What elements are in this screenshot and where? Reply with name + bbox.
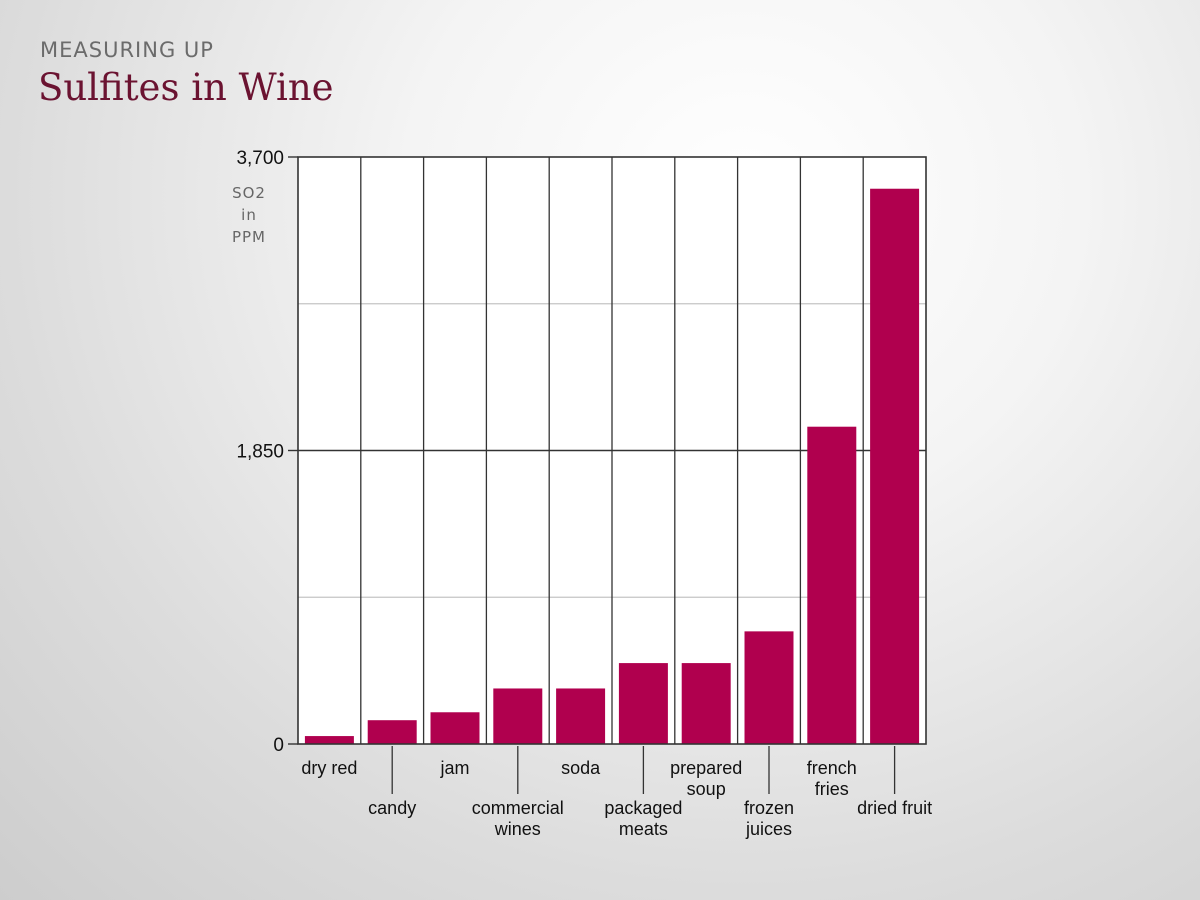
category-label: candy: [368, 798, 416, 818]
category-label: jam: [439, 758, 469, 778]
y-tick-label: 1,850: [236, 442, 284, 463]
bar-prepared-soup: [681, 663, 731, 744]
category-label: dry red: [301, 758, 357, 778]
category-label: french fries: [807, 758, 857, 799]
category-label: commercial wines: [472, 798, 564, 839]
bar-jam: [430, 712, 480, 744]
bar-commercial-wines: [493, 688, 543, 744]
kicker-text: MEASURING UP: [40, 38, 214, 62]
y-tick-label: 3,700: [236, 148, 284, 169]
page-title: Sulfites in Wine: [38, 66, 334, 109]
category-label: frozen juices: [744, 798, 794, 839]
y-axis-label: SO2 in PPM: [232, 184, 266, 246]
bar-frozen-juices: [744, 631, 794, 744]
category-label: packaged meats: [604, 798, 682, 839]
y-tick-label: 0: [273, 735, 284, 756]
category-label: dried fruit: [857, 798, 932, 818]
category-label: prepared soup: [670, 758, 742, 799]
bar-dried-fruit: [870, 188, 920, 744]
bar-soda: [556, 688, 606, 744]
bar-french-fries: [807, 426, 857, 744]
bar-candy: [367, 720, 417, 744]
category-label: soda: [561, 758, 601, 778]
bar-packaged-meats: [618, 663, 668, 744]
bar-dry-red: [304, 736, 354, 744]
